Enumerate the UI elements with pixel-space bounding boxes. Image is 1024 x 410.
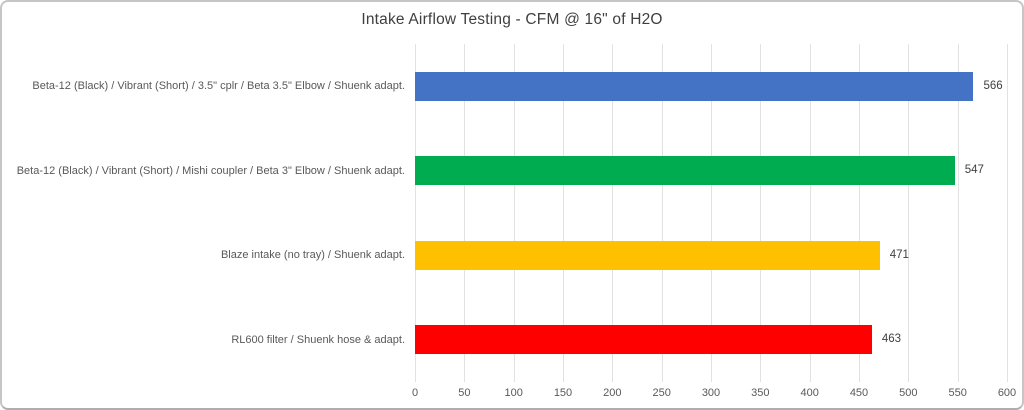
bar <box>415 325 872 355</box>
plot-area: 566 547 471 463 <box>415 44 1008 382</box>
x-tick-label: 100 <box>504 387 523 399</box>
gridline <box>760 44 762 382</box>
x-tick-label: 600 <box>997 387 1017 399</box>
gridline <box>464 44 466 382</box>
bar <box>415 240 880 270</box>
category-axis: Beta-12 (Black) / Vibrant (Short) / 3.5"… <box>7 44 405 382</box>
x-tick-label: 0 <box>411 387 419 399</box>
bar <box>415 71 974 101</box>
bar-value-label: 471 <box>889 248 909 261</box>
bar-value-label: 566 <box>983 79 1003 92</box>
chart-title: Intake Airflow Testing - CFM @ 16" of H2… <box>361 11 663 28</box>
gridline <box>859 44 860 382</box>
gridline <box>415 44 416 382</box>
gridline <box>1007 44 1008 382</box>
category-label: Blaze intake (no tray) / Shuenk adapt. <box>220 249 405 262</box>
x-tick-label: 500 <box>899 387 918 399</box>
gridline <box>563 44 564 382</box>
x-tick-label: 150 <box>553 387 573 399</box>
gridline <box>661 44 663 382</box>
gridline <box>711 44 712 382</box>
x-tick-label: 250 <box>652 387 671 399</box>
x-tick-label: 400 <box>800 387 819 399</box>
x-tick-label: 300 <box>701 387 721 399</box>
bar <box>415 156 955 186</box>
bar-value-label: 463 <box>881 333 901 346</box>
x-tick-label: 200 <box>603 387 622 399</box>
gridline <box>957 44 959 382</box>
gridline <box>513 44 515 382</box>
bar-value-label: 547 <box>964 164 984 177</box>
category-label: Beta-12 (Black) / Vibrant (Short) / 3.5"… <box>32 80 405 93</box>
category-label: Beta-12 (Black) / Vibrant (Short) / Mish… <box>16 164 405 177</box>
gridline <box>908 44 910 382</box>
category-label: RL600 filter / Shuenk hose & adapt. <box>231 333 405 346</box>
gridline <box>809 44 811 382</box>
x-tick-label: 50 <box>458 387 471 399</box>
x-tick-label: 450 <box>849 387 869 399</box>
gridline <box>612 44 614 382</box>
x-tick-label: 350 <box>751 387 770 399</box>
value-axis: 0 50 100 150 200 250 300 350 400 450 500 550 600 <box>412 387 1016 405</box>
x-tick-label: 550 <box>948 387 967 399</box>
